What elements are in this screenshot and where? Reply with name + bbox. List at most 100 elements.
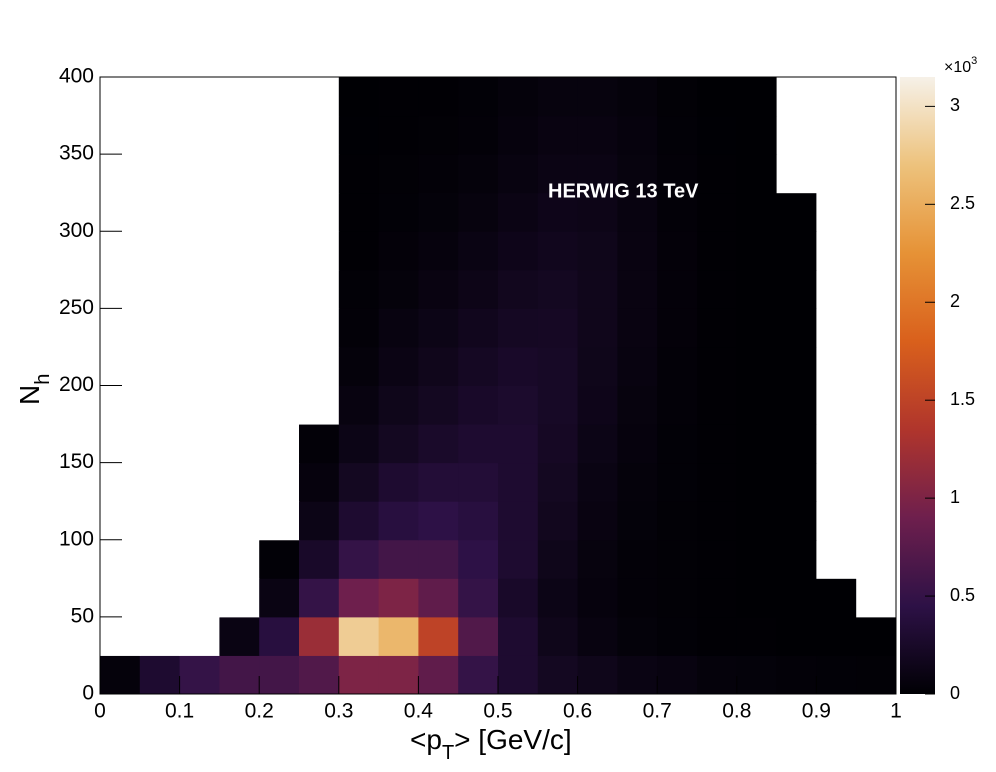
heat-cell [657, 462, 698, 502]
heat-cell [378, 578, 419, 618]
heat-cell [617, 346, 658, 386]
heat-cell [179, 385, 220, 425]
heat-cell [418, 655, 459, 695]
heatmap-cells [100, 77, 897, 695]
heat-cell [179, 539, 220, 579]
heat-cell [219, 578, 260, 618]
heat-cell [617, 269, 658, 309]
heat-cell [139, 231, 181, 271]
heat-cell [498, 539, 539, 579]
heat-cell [657, 616, 698, 656]
heat-cell [179, 77, 220, 117]
heat-cell [577, 346, 618, 386]
heat-cell [458, 462, 499, 502]
heat-cell [776, 462, 817, 502]
heat-cell [418, 501, 459, 541]
heat-cell [219, 462, 260, 502]
heat-cell [736, 501, 778, 541]
heat-cell [577, 308, 618, 348]
heat-cell [816, 269, 857, 309]
heat-cell [498, 424, 539, 464]
heat-cell [139, 655, 181, 695]
heat-cell [299, 308, 340, 348]
heat-cell [299, 192, 340, 232]
heat-cell [617, 655, 658, 695]
heat-cell [617, 462, 658, 502]
heat-cell [458, 308, 499, 348]
heat-cell [498, 616, 539, 656]
heat-cell [498, 578, 539, 618]
heat-cell [259, 346, 300, 386]
heat-cell [657, 385, 698, 425]
heat-cell [378, 462, 419, 502]
heat-cell [338, 346, 380, 386]
heat-cell [179, 346, 220, 386]
heat-cell [617, 616, 658, 656]
heat-cell [537, 192, 579, 232]
heat-cell [378, 655, 419, 695]
heat-cell [856, 385, 897, 425]
x-tick-label: 0.4 [404, 700, 434, 723]
heat-cell [617, 115, 658, 155]
heat-cell [299, 77, 340, 117]
heat-cell [776, 424, 817, 464]
heat-cell [697, 346, 738, 386]
heat-cell [139, 77, 181, 117]
heat-cell [856, 424, 897, 464]
heat-cell [259, 385, 300, 425]
heat-cell [816, 308, 857, 348]
heat-cell [498, 231, 539, 271]
heat-cell [259, 655, 300, 695]
heat-cell [299, 501, 340, 541]
heat-cell [378, 616, 419, 656]
heat-cell [697, 424, 738, 464]
heat-cell [736, 231, 778, 271]
heat-cell [219, 424, 260, 464]
heat-cell [418, 578, 459, 618]
heat-cell [378, 231, 419, 271]
heat-cell [100, 115, 141, 155]
heat-cell [458, 424, 499, 464]
heat-cell [458, 346, 499, 386]
heat-cell [776, 501, 817, 541]
heat-cell [259, 616, 300, 656]
x-tick-label: 0.3 [324, 700, 353, 723]
heat-cell [657, 231, 698, 271]
heat-cell [697, 154, 738, 194]
heat-cell [458, 154, 499, 194]
heat-cell [776, 578, 817, 618]
heat-cell [736, 539, 778, 579]
heat-cell [179, 308, 220, 348]
heat-cell [537, 424, 579, 464]
heat-cell [577, 231, 618, 271]
heat-cell [816, 578, 857, 618]
heat-cell [100, 616, 141, 656]
heat-cell [498, 385, 539, 425]
heat-cell [418, 231, 459, 271]
heat-cell [100, 385, 141, 425]
heat-cell [338, 385, 380, 425]
heat-cell [657, 308, 698, 348]
y-tick-label: 150 [59, 450, 94, 473]
x-axis-title: <pT> [GeV/c] [410, 724, 572, 764]
heat-cell [657, 77, 698, 117]
heat-cell [776, 655, 817, 695]
heat-cell [100, 578, 141, 618]
heat-cell [338, 424, 380, 464]
heat-cell [856, 231, 897, 271]
heat-cell [577, 115, 618, 155]
heat-cell [259, 539, 300, 579]
heat-cell [657, 501, 698, 541]
heat-cell [179, 269, 220, 309]
x-tick-label: 0.2 [245, 700, 274, 723]
heat-cell [179, 231, 220, 271]
heat-cell [100, 655, 141, 695]
heat-cell [139, 539, 181, 579]
heat-cell [776, 346, 817, 386]
heat-cell [537, 231, 579, 271]
heat-cell [697, 616, 738, 656]
heat-cell [856, 655, 897, 695]
heat-cell [299, 462, 340, 502]
heat-cell [577, 154, 618, 194]
heat-cell [338, 308, 380, 348]
